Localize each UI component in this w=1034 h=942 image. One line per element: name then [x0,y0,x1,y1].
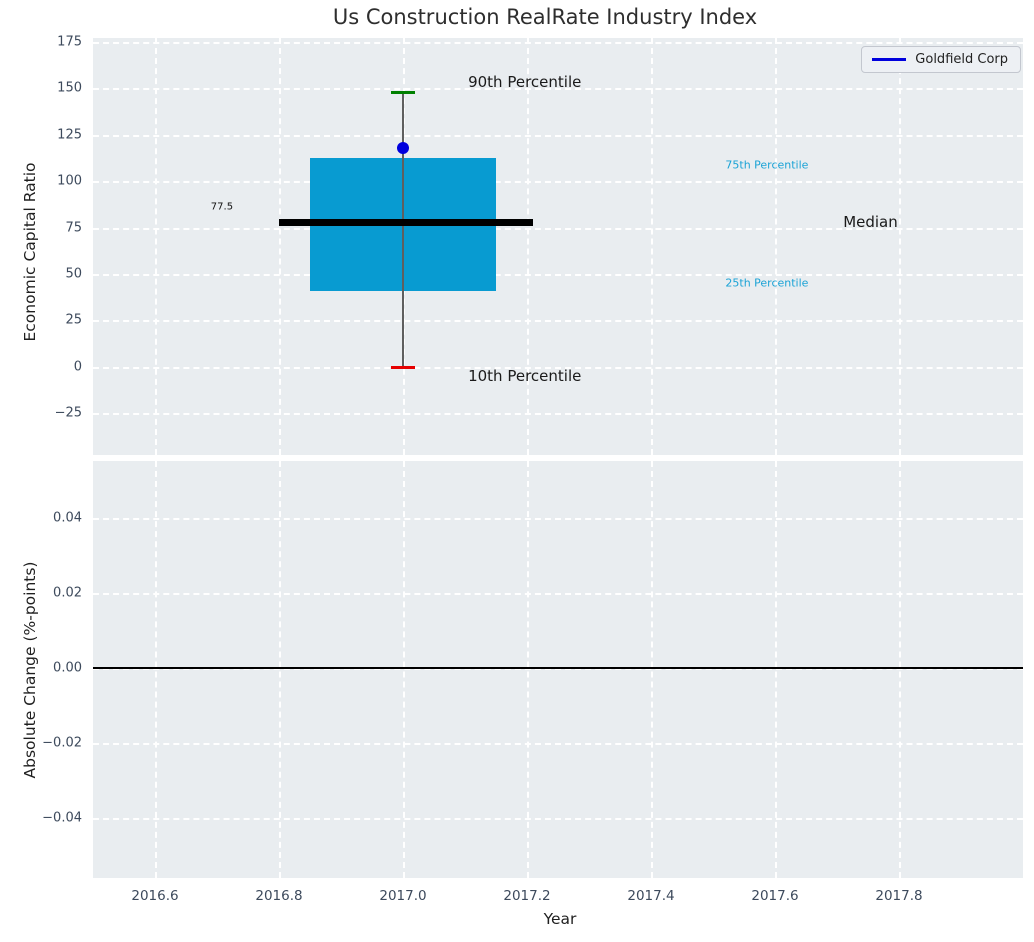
y-tick-label: 0.02 [53,585,82,601]
y-tick-label: −0.02 [42,735,82,751]
gridline-h [93,320,1023,323]
gridline-h [93,743,1023,746]
gridline-h [93,88,1023,91]
y-tick-label: 0.00 [53,660,82,676]
y-tick-label: 75 [65,220,82,236]
y-tick-label: 50 [65,266,82,282]
legend-line-icon [872,58,907,61]
gridline-v [899,38,901,455]
gridline-h [93,667,1023,670]
gridline-v [279,461,281,878]
gridline-h [93,134,1023,137]
gridline-v [527,38,529,455]
gridline-h [93,592,1023,595]
top-plot-area [93,38,1023,455]
legend: Goldfield Corp [861,46,1021,73]
top-y-axis-label: Economic Capital Ratio [21,162,39,342]
gridline-v [899,461,901,878]
y-tick-label: −0.04 [42,810,82,826]
gridline-h [93,181,1023,184]
gridline-h [93,366,1023,369]
gridline-v [651,38,653,455]
y-tick-label: 0.04 [53,510,82,526]
y-tick-label: 100 [57,173,82,189]
gridline-v [155,38,157,455]
chart-title: Us Construction RealRate Industry Index [332,5,758,29]
gridline-v [651,461,653,878]
gridline-h [93,517,1023,520]
gridline-h [93,274,1023,276]
gridline-v [403,461,405,878]
gridline-h [93,227,1023,230]
bottom-plot-area [93,461,1023,878]
x-tick-label: 2017.6 [751,888,799,904]
gridline-v [155,461,157,878]
x-tick-label: 2017.8 [875,888,923,904]
x-tick-label: 2017.4 [627,888,675,904]
x-tick-label: 2017.0 [379,888,427,904]
gridline-v [775,461,777,878]
gridline-v [403,38,405,455]
y-tick-label: −25 [54,405,82,421]
gridline-v [775,38,777,455]
x-tick-label: 2016.6 [131,888,179,904]
gridline-v [527,461,529,878]
x-tick-label: 2017.2 [503,888,551,904]
x-tick-label: 2016.8 [255,888,303,904]
gridline-h [93,413,1023,416]
gridline-h [93,818,1023,821]
legend-label: Goldfield Corp [915,52,1008,67]
y-tick-label: 150 [57,80,82,96]
y-tick-label: 125 [57,127,82,143]
y-tick-label: 25 [65,312,82,328]
x-axis-label: Year [543,910,577,928]
y-tick-label: 175 [57,34,82,50]
gridline-v [279,38,281,455]
gridline-h [93,41,1023,44]
bottom-y-axis-label: Absolute Change (%-points) [21,561,39,779]
y-tick-label: 0 [73,359,82,375]
